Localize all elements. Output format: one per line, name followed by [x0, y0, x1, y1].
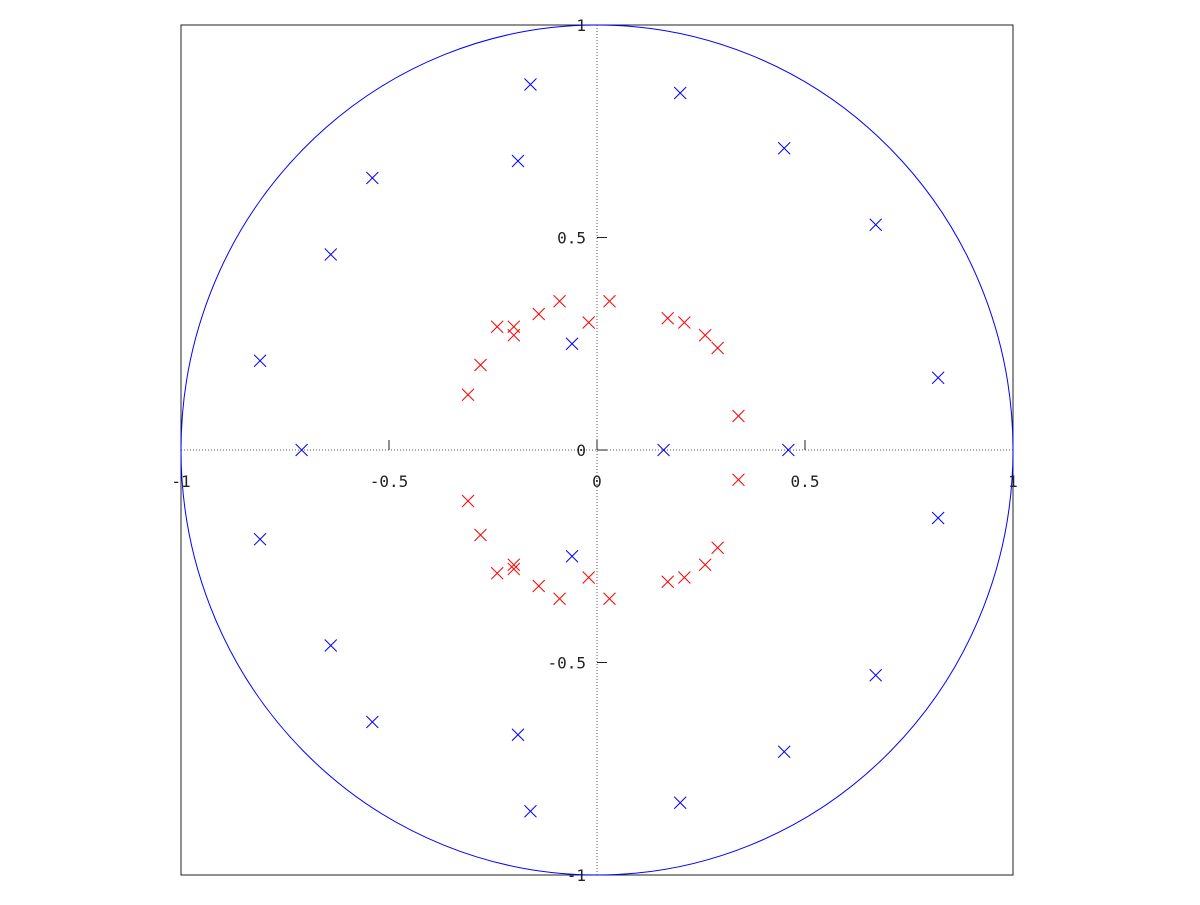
x-marker	[711, 541, 724, 555]
x-marker	[553, 592, 566, 606]
x-marker	[507, 562, 521, 576]
y-tick-label: -1	[567, 866, 586, 885]
y-tick-label: 0.5	[557, 229, 586, 248]
x-marker	[603, 294, 616, 308]
x-tick-label: 0.5	[791, 472, 820, 491]
x-marker	[511, 154, 525, 168]
series-1	[461, 294, 745, 606]
x-marker	[931, 371, 945, 385]
x-tick-label: -1	[171, 472, 190, 491]
x-marker	[673, 86, 687, 100]
x-marker	[532, 307, 546, 321]
unit-circle	[180, 24, 1014, 876]
x-marker	[582, 571, 596, 584]
x-marker	[366, 171, 379, 185]
x-marker	[490, 566, 504, 580]
x-marker	[698, 558, 712, 572]
x-marker	[782, 443, 795, 457]
unit-circle-layer	[180, 24, 1014, 876]
x-tick-label: 0	[592, 472, 602, 491]
x-marker	[253, 532, 267, 546]
x-tick-label: 1	[1008, 472, 1018, 491]
x-marker	[474, 528, 487, 542]
x-marker	[565, 337, 579, 351]
x-marker	[603, 592, 616, 606]
x-marker	[295, 443, 308, 457]
x-marker	[565, 549, 579, 563]
x-marker	[661, 311, 675, 325]
x-marker	[869, 218, 883, 232]
x-marker	[324, 639, 338, 652]
x-marker	[474, 358, 487, 372]
x-marker	[678, 571, 691, 584]
x-marker	[698, 328, 712, 342]
x-marker	[524, 804, 537, 818]
y-tick-label: -0.5	[547, 654, 586, 673]
x-marker	[511, 728, 525, 742]
series-layer	[253, 78, 945, 818]
tick-label-layer: -1 -0.5 0 0.5 1 1 0.5 0 -0.5 -1	[171, 16, 1017, 885]
x-marker	[582, 316, 596, 329]
x-marker	[461, 494, 475, 508]
x-marker	[507, 328, 521, 342]
x-marker	[253, 354, 267, 368]
x-marker	[657, 443, 670, 457]
x-marker	[324, 248, 338, 261]
x-marker	[732, 473, 745, 487]
x-marker	[524, 78, 537, 91]
x-tick-label: -0.5	[370, 472, 409, 491]
x-marker	[673, 796, 687, 810]
x-marker	[553, 294, 566, 308]
y-tick-label: 0	[576, 441, 586, 460]
x-marker	[507, 558, 521, 572]
series-0	[253, 78, 945, 818]
y-tick-label: 1	[576, 16, 586, 35]
x-marker	[732, 409, 745, 423]
x-marker	[461, 388, 475, 402]
x-marker	[931, 511, 945, 525]
x-marker	[490, 320, 504, 334]
x-marker	[366, 715, 379, 729]
x-marker	[777, 141, 791, 155]
x-marker	[711, 341, 724, 355]
x-marker	[532, 579, 546, 593]
x-marker	[661, 575, 675, 589]
axes-layer	[180, 24, 1014, 876]
x-marker	[869, 668, 883, 682]
x-marker	[777, 745, 791, 759]
x-marker	[678, 316, 691, 329]
